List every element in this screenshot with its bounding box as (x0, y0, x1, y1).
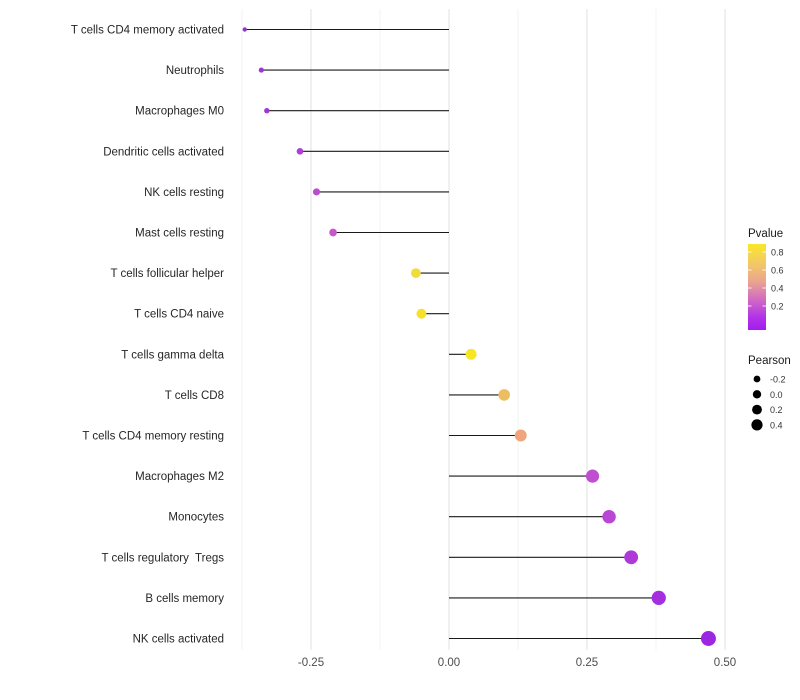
y-axis-label: Macrophages M0 (135, 106, 224, 118)
pearson-legend-label: -0.2 (770, 375, 786, 385)
y-axis-label: T cells gamma delta (121, 349, 224, 361)
pearson-legend-dot (751, 419, 763, 431)
lollipop-dot (296, 147, 304, 155)
pvalue-legend: Pvalue 0.8 0.6 0.4 0.2 (748, 228, 784, 330)
y-axis-label: T cells CD8 (165, 390, 224, 402)
y-axis-label: NK cells resting (144, 187, 224, 199)
y-axis-label: B cells memory (145, 593, 224, 605)
lollipop-dot (700, 631, 716, 646)
y-axis-label: Neutrophils (166, 65, 224, 77)
lollipop-dot (651, 590, 666, 606)
lollipop-dot (602, 509, 616, 524)
lollipop-dot (465, 348, 477, 360)
lollipop-dot (242, 27, 247, 32)
pearson-legend: Pearson -0.2 0.0 0.2 0.4 (748, 355, 791, 431)
y-axis-label: T cells CD4 naive (134, 309, 224, 321)
lollipop-dot (514, 429, 527, 442)
lollipop-dot (498, 389, 511, 401)
x-axis-tick-label: 0.50 (714, 657, 736, 669)
grid (241, 9, 726, 650)
y-axis-label: Dendritic cells activated (103, 146, 224, 158)
pvalue-legend-tick-label: 0.6 (771, 266, 784, 276)
y-axis-label: T cells CD4 memory activated (71, 25, 224, 37)
pvalue-gradient-bar (748, 244, 766, 330)
lollipop-dot (411, 268, 421, 278)
pearson-legend-dot (753, 375, 761, 383)
pearson-legend-dot (752, 390, 762, 399)
lollipop-dot (312, 188, 321, 196)
x-axis-tick-label: -0.25 (298, 657, 324, 669)
x-axis-tick-label: 0.00 (438, 657, 460, 669)
pearson-legend-label: 0.0 (770, 390, 783, 400)
y-axis-label: T cells follicular helper (110, 268, 224, 280)
pearson-legend-title: Pearson (748, 355, 791, 367)
y-axis-label: Monocytes (168, 512, 224, 524)
lollipop-dot (585, 469, 600, 483)
y-axis-label: NK cells activated (133, 634, 224, 646)
lollipop-rows: T cells CD4 memory activated Neutrophils M… (71, 25, 716, 646)
lollipop-dot (624, 550, 639, 565)
y-axis-label: T cells regulatory Tregs (101, 552, 224, 564)
y-axis-label: T cells CD4 memory resting (82, 431, 224, 443)
pearson-legend-label: 0.4 (770, 420, 783, 430)
lollipop-dot (329, 228, 337, 237)
y-axis-label: Mast cells resting (135, 228, 224, 240)
pvalue-legend-tick-label: 0.2 (771, 302, 784, 312)
x-axis-tick-label: 0.25 (576, 657, 598, 669)
lollipop-dot (258, 67, 264, 73)
pvalue-legend-tick-label: 0.8 (771, 248, 784, 258)
pearson-legend-dot (752, 404, 762, 415)
pvalue-legend-tick-label: 0.4 (771, 284, 784, 294)
lollipop-dot (264, 108, 270, 114)
x-axis: -0.25 0.00 0.25 0.50 (298, 657, 736, 669)
lollipop-dot (416, 308, 427, 319)
pearson-legend-label: 0.2 (770, 405, 783, 415)
y-axis-label: Macrophages M2 (135, 471, 224, 483)
pvalue-legend-title: Pvalue (748, 228, 783, 240)
